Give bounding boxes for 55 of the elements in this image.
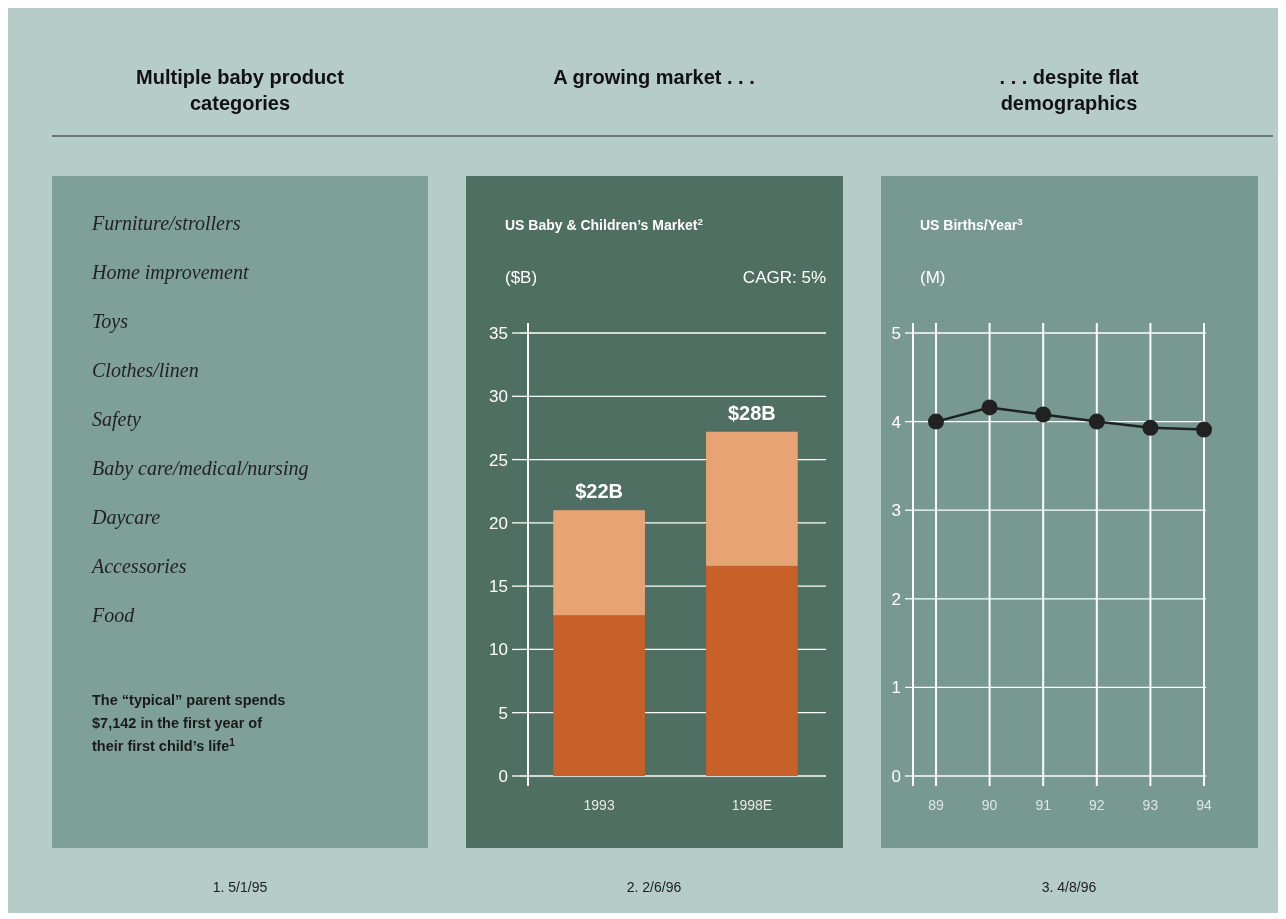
text: Daycare	[91, 506, 161, 529]
x-tick-label: 92	[1089, 797, 1105, 813]
x-tick-label: 1998E	[731, 797, 773, 813]
text: Home improvement	[91, 261, 249, 284]
y-tick-label: 5	[891, 323, 901, 343]
y-tick-label: 5	[498, 703, 508, 723]
point	[1142, 419, 1159, 436]
point	[928, 413, 944, 430]
text: Furniture/strollers	[91, 212, 241, 234]
x-tick-label: 94	[1196, 797, 1212, 813]
y-axis-title: ($B)	[505, 268, 538, 287]
point	[1196, 421, 1212, 438]
y-axis-title: (M)	[920, 268, 946, 287]
chart-subtitle: US Births/Year$^{3}$	[920, 215, 1024, 233]
text: Food	[91, 604, 136, 626]
y-tick-label: 25	[489, 450, 508, 470]
point	[1035, 406, 1052, 423]
chart-title: . . . despite flat demographics	[999, 66, 1139, 114]
text: Toys	[92, 310, 129, 333]
total-label: $22B	[575, 480, 624, 503]
point	[1088, 413, 1105, 430]
y-tick-label: 0	[498, 766, 508, 786]
text: Safety	[92, 408, 141, 431]
text: 3. 4/8/96	[1041, 879, 1097, 895]
total-label: $28B	[727, 401, 776, 424]
text: The “typical” parent spends $7,142 in the first year of their first child’s life$^{1}$	[92, 692, 286, 754]
text: Baby care/medical/nursing	[92, 457, 309, 480]
bar	[706, 565, 798, 776]
text: 1. 5/1/95	[212, 879, 268, 895]
text: Clothes/linen	[92, 359, 199, 381]
y-tick-label: 10	[489, 640, 508, 660]
y-tick-label: 0	[891, 766, 901, 786]
text: Accessories	[90, 555, 187, 577]
point	[981, 399, 998, 416]
text: 2. 2/6/96	[626, 879, 682, 895]
x-tick-label: 90	[981, 797, 998, 813]
y-tick-label: 4	[891, 412, 901, 432]
y-tick-label: 15	[489, 577, 508, 597]
bar	[706, 431, 798, 566]
x-tick-label: 89	[928, 797, 944, 813]
chart-title: A growing market . . .	[553, 66, 755, 88]
text: CAGR: 5%	[742, 268, 826, 287]
chart-subtitle: US Baby & Children’s Market$^{2}$	[505, 215, 704, 233]
y-tick-label: 20	[489, 513, 508, 533]
text: Multiple baby product categories	[136, 66, 345, 114]
x-tick-label: 93	[1142, 797, 1159, 813]
x-tick-label: 1993	[583, 797, 615, 813]
y-tick-label: 30	[489, 387, 508, 407]
y-tick-label: 35	[489, 323, 508, 343]
y-tick-label: 2	[891, 589, 901, 609]
bar	[553, 615, 645, 776]
x-tick-label: 91	[1035, 797, 1052, 813]
bar	[553, 510, 645, 616]
y-tick-label: 1	[891, 678, 901, 698]
y-tick-label: 3	[891, 501, 901, 521]
